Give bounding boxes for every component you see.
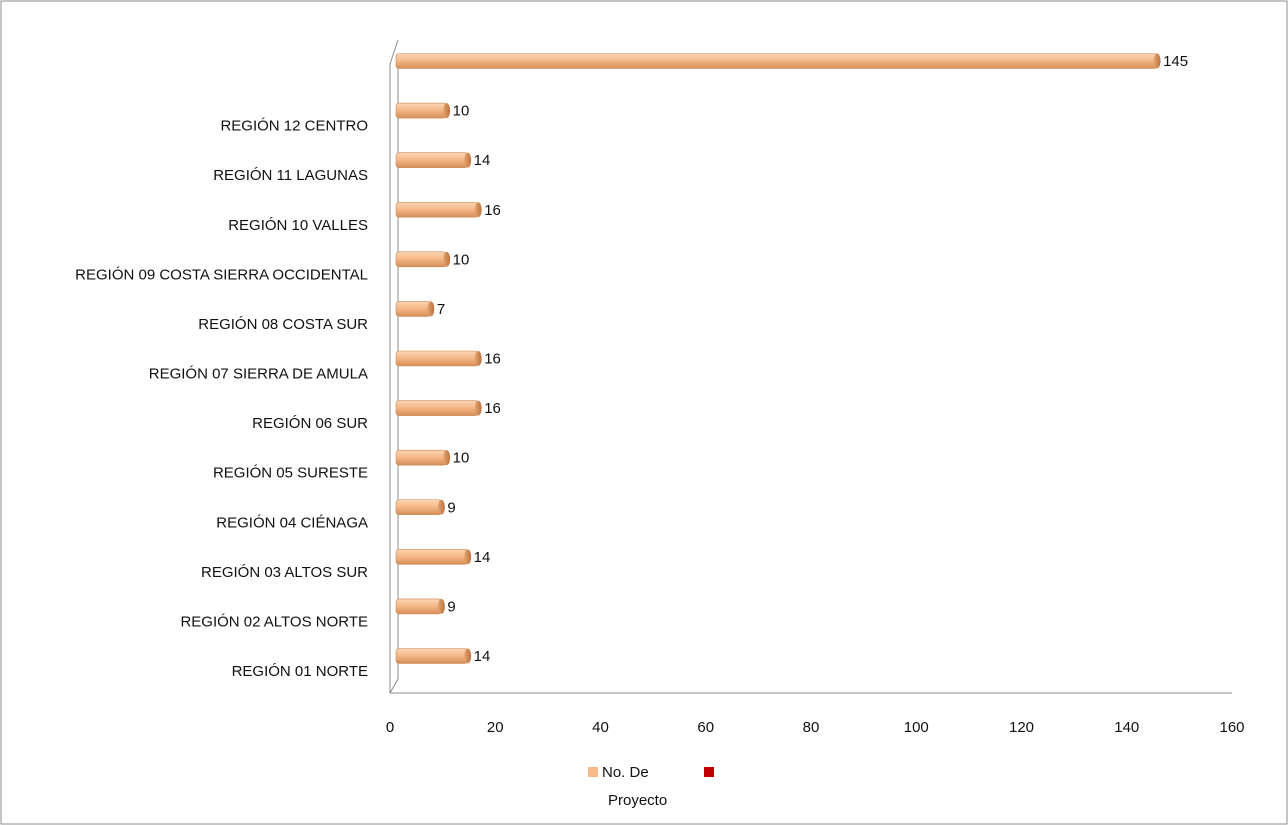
bar-body xyxy=(395,251,447,268)
x-tick-label: 80 xyxy=(803,719,820,736)
category-label: REGIÓN 08 COSTA SUR xyxy=(198,316,368,333)
bar-body xyxy=(395,201,479,218)
bar-body xyxy=(395,549,468,565)
bar-body xyxy=(395,449,447,466)
category-axis-labels: REGIÓN 01 NORTE REGIÓN 02 ALTOS NORTE REGI… xyxy=(75,118,368,680)
category-label: REGIÓN 01 NORTE xyxy=(232,663,368,680)
data-label: 145 xyxy=(1163,53,1188,70)
bar-6 xyxy=(395,400,482,416)
category-label: REGIÓN 09 COSTA SIERRA OCCIDENTAL xyxy=(75,266,368,283)
bar-end-cap xyxy=(464,648,472,664)
bar-end-cap xyxy=(464,549,472,565)
category-label: REGIÓN 04 CIÉNAGA xyxy=(216,514,368,531)
data-label: 10 xyxy=(453,103,470,120)
data-label: 14 xyxy=(474,648,491,665)
x-tick-label: 40 xyxy=(592,719,609,736)
bar-end-cap xyxy=(1153,53,1161,69)
bar-end-cap xyxy=(464,152,472,168)
floor-depth-line xyxy=(389,678,399,694)
data-label: 9 xyxy=(447,598,455,615)
category-label: REGIÓN 10 VALLES xyxy=(228,217,368,234)
category-label: REGIÓN 07 SIERRA DE AMULA xyxy=(149,366,368,383)
data-label: 7 xyxy=(437,301,445,318)
x-tick-label: 140 xyxy=(1114,719,1139,736)
bar-body xyxy=(395,499,442,516)
wall-top-line xyxy=(389,39,399,65)
data-label: 14 xyxy=(474,152,491,169)
bar-end-cap xyxy=(437,598,445,614)
bar-body xyxy=(395,102,447,119)
bar-3 xyxy=(395,549,472,565)
bar-body xyxy=(395,53,1158,69)
bar-body xyxy=(395,301,432,317)
bar-10 xyxy=(395,201,482,218)
bar-7 xyxy=(395,350,482,367)
x-tick-label: 20 xyxy=(487,719,504,736)
bar-11 xyxy=(395,152,472,168)
bar-series xyxy=(395,53,1161,664)
data-label: 16 xyxy=(484,400,501,417)
bar-1 xyxy=(395,648,472,664)
bar-body xyxy=(395,350,479,367)
data-label: 16 xyxy=(484,202,501,219)
x-tick-label: 100 xyxy=(904,719,929,736)
bar-body xyxy=(395,648,468,664)
category-label: REGIÓN 05 SURESTE xyxy=(213,465,368,482)
data-label: 9 xyxy=(447,499,455,516)
bar-end-cap xyxy=(474,400,482,416)
x-tick-label: 0 xyxy=(386,719,394,736)
category-label: REGIÓN 11 LAGUNAS xyxy=(213,167,368,184)
category-label: REGIÓN 03 ALTOS SUR xyxy=(201,564,368,581)
bar-9 xyxy=(395,251,451,268)
bar-end-cap xyxy=(443,251,451,267)
x-tick-label: 120 xyxy=(1009,719,1034,736)
plot-back-wall xyxy=(389,39,1232,694)
data-label: 10 xyxy=(453,450,470,467)
bar-5 xyxy=(395,449,451,466)
bar-8 xyxy=(395,301,435,317)
legend-label-series-1-line-2: Proyecto xyxy=(608,792,667,809)
legend-label-series-1-line-1: No. De xyxy=(602,764,649,781)
bar-12 xyxy=(395,102,451,119)
legend-swatch-series-2 xyxy=(704,767,714,777)
bar-2 xyxy=(395,598,445,615)
data-label: 16 xyxy=(484,351,501,368)
bar-end-cap xyxy=(474,202,482,218)
bar-end-cap xyxy=(474,351,482,366)
data-labels: 14 9 14 9 10 16 16 7 10 16 14 10 145 xyxy=(437,53,1188,665)
data-label: 10 xyxy=(453,251,470,268)
bar-end-cap xyxy=(437,499,445,515)
legend-swatch-series-1 xyxy=(588,767,598,777)
bar-body xyxy=(395,400,479,416)
legend: No. De Proyecto xyxy=(588,764,714,809)
category-label: REGIÓN 02 ALTOS NORTE xyxy=(180,613,368,630)
category-label: REGIÓN 12 CENTRO xyxy=(220,118,368,135)
bar-end-cap xyxy=(443,103,451,119)
bar-4 xyxy=(395,499,445,516)
x-tick-label: 60 xyxy=(697,719,714,736)
bar-13 xyxy=(395,53,1161,69)
bar-end-cap xyxy=(427,301,435,317)
data-label: 14 xyxy=(474,549,491,566)
bar-body xyxy=(395,598,442,615)
bar-end-cap xyxy=(443,450,451,466)
bar-body xyxy=(395,152,468,168)
x-tick-label: 160 xyxy=(1219,719,1244,736)
value-axis-labels: 0 20 40 60 80 100 120 140 160 xyxy=(386,719,1245,736)
category-label: REGIÓN 06 SUR xyxy=(252,415,368,432)
